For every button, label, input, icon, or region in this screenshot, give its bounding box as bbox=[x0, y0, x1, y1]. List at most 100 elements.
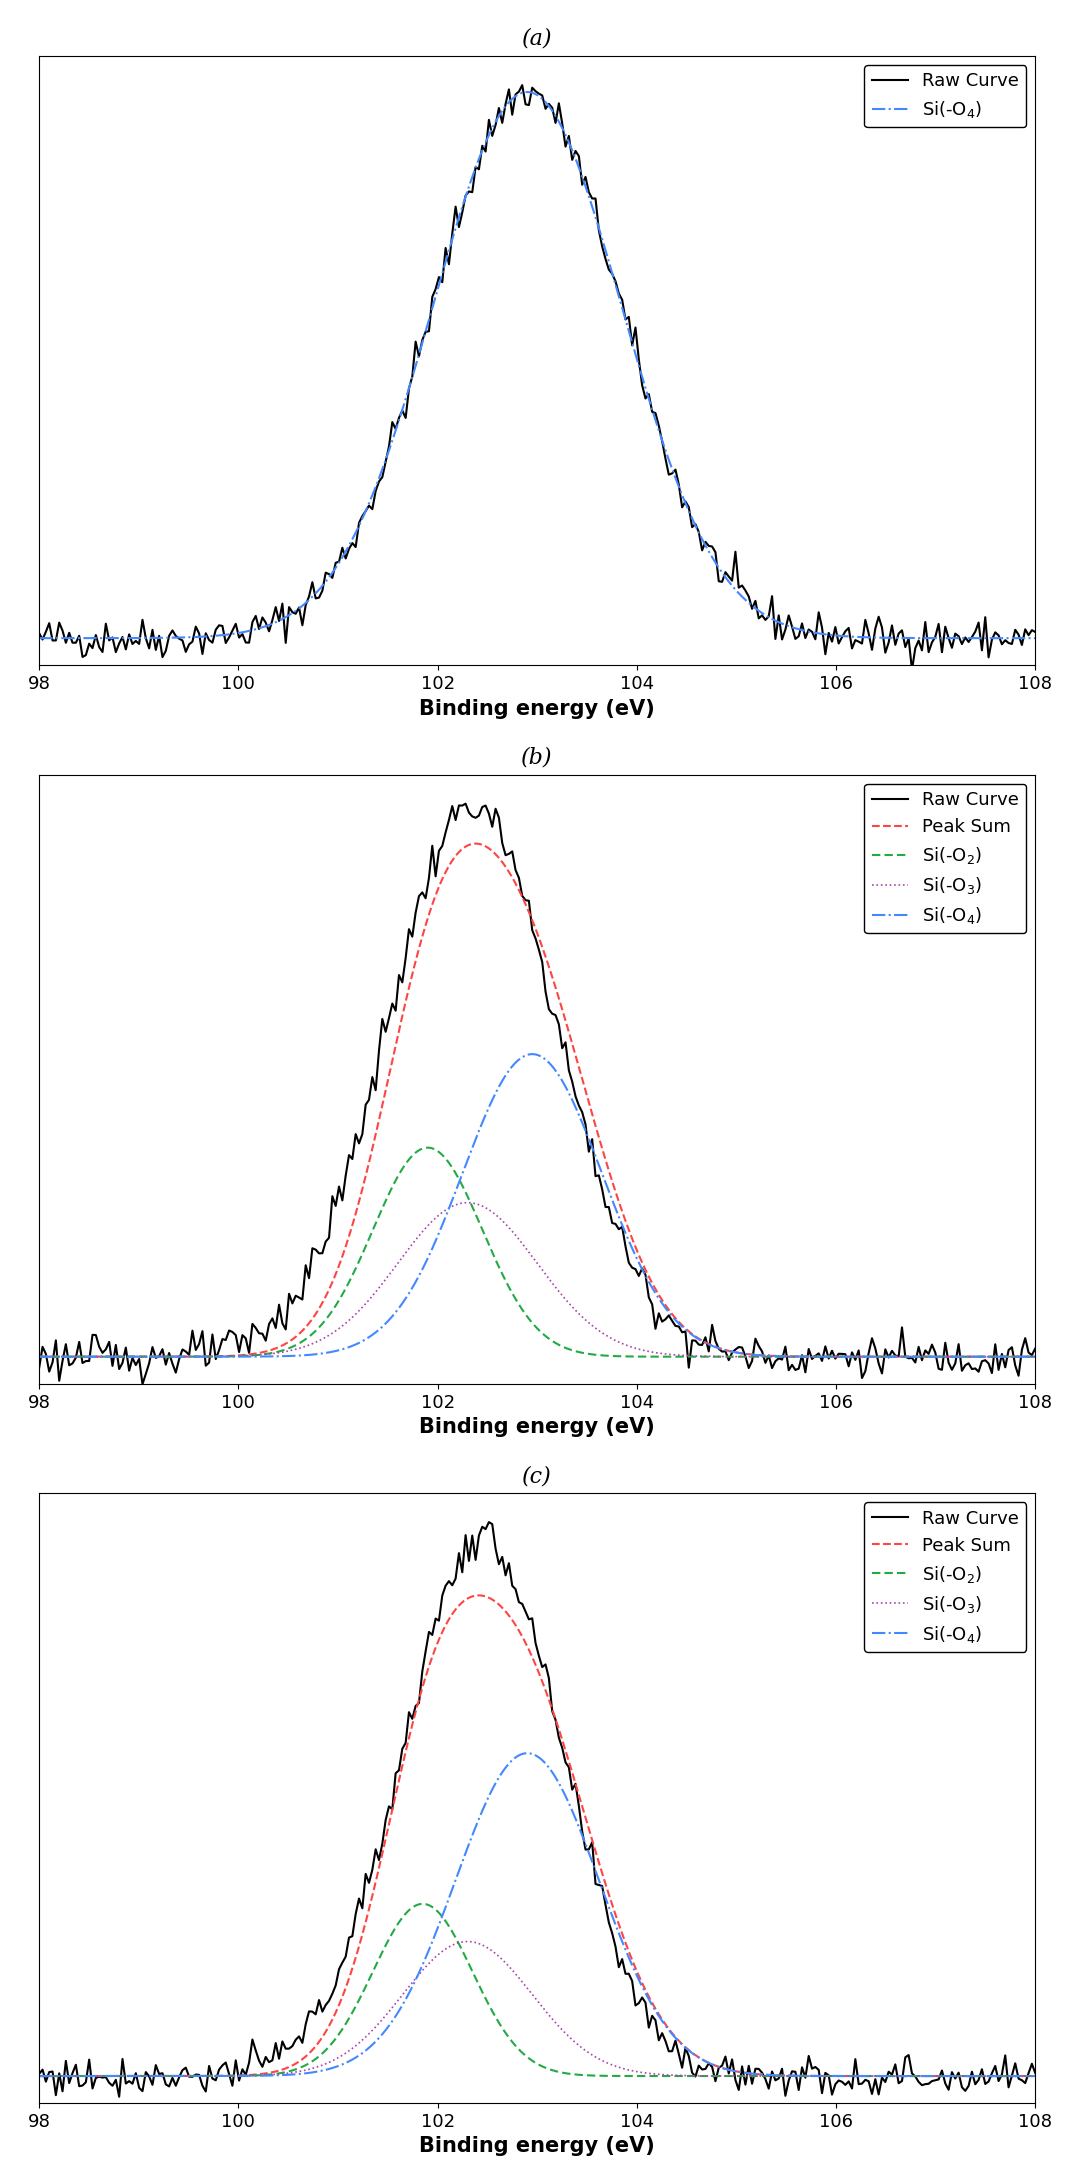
Raw Curve bbox=[629, 1256, 642, 1282]
Line: Si(-O$_4$): Si(-O$_4$) bbox=[39, 1055, 1036, 1356]
Si(-O$_4$) bbox=[522, 1741, 535, 1767]
Line: Si(-O$_4$): Si(-O$_4$) bbox=[39, 1754, 1036, 2077]
Si(-O$_4$) bbox=[828, 1343, 841, 1369]
Si(-O$_2$) bbox=[718, 2064, 731, 2090]
Raw Curve bbox=[876, 614, 889, 640]
Raw Curve bbox=[942, 625, 955, 651]
Raw Curve bbox=[36, 627, 49, 653]
Raw Curve bbox=[629, 314, 642, 341]
Legend: Raw Curve, Si(-O$_4$): Raw Curve, Si(-O$_4$) bbox=[864, 66, 1026, 127]
Si(-O$_2$) bbox=[718, 1343, 731, 1369]
Raw Curve bbox=[136, 1372, 149, 1398]
Raw Curve bbox=[32, 2062, 45, 2088]
Si(-O$_4$) bbox=[810, 1343, 823, 1369]
Si(-O$_2$) bbox=[828, 1343, 841, 1369]
Raw Curve bbox=[879, 2068, 892, 2094]
Si(-O$_4$) bbox=[810, 2064, 823, 2090]
Raw Curve bbox=[629, 1992, 642, 2018]
Si(-O$_2$) bbox=[134, 1343, 147, 1369]
Si(-O$_3$) bbox=[1029, 2064, 1042, 2090]
Si(-O$_4$) bbox=[718, 2055, 731, 2081]
Si(-O$_2$) bbox=[1029, 2064, 1042, 2090]
Si(-O$_4$) bbox=[471, 149, 484, 175]
Peak Sum bbox=[1029, 1343, 1042, 1369]
Peak Sum bbox=[134, 2064, 147, 2090]
Raw Curve bbox=[942, 2077, 955, 2103]
Si(-O$_3$) bbox=[472, 1192, 485, 1219]
Si(-O$_4$) bbox=[134, 1343, 147, 1369]
Si(-O$_3$) bbox=[828, 2064, 841, 2090]
Raw Curve bbox=[632, 1990, 645, 2016]
Raw Curve bbox=[879, 1337, 892, 1363]
Raw Curve bbox=[36, 1334, 49, 1361]
Raw Curve bbox=[1029, 2060, 1042, 2086]
Peak Sum bbox=[471, 1581, 484, 1607]
Peak Sum bbox=[472, 830, 485, 856]
Peak Sum bbox=[828, 2064, 841, 2090]
Si(-O$_3$) bbox=[472, 1931, 485, 1957]
Line: Peak Sum: Peak Sum bbox=[39, 843, 1036, 1356]
Si(-O$_2$) bbox=[810, 2064, 823, 2090]
Si(-O$_2$) bbox=[810, 1343, 823, 1369]
Title: (c): (c) bbox=[523, 1465, 552, 1487]
Si(-O$_4$) bbox=[718, 1337, 731, 1363]
Peak Sum bbox=[810, 1343, 823, 1369]
Peak Sum bbox=[435, 1621, 448, 1647]
Si(-O$_4$) bbox=[32, 625, 45, 651]
Si(-O$_2$) bbox=[134, 2064, 147, 2090]
Si(-O$_3$) bbox=[718, 1343, 731, 1369]
Si(-O$_2$) bbox=[421, 1133, 434, 1160]
Si(-O$_4$) bbox=[526, 1042, 539, 1068]
Title: (a): (a) bbox=[522, 28, 553, 50]
Raw Curve bbox=[459, 791, 472, 817]
Si(-O$_2$) bbox=[472, 1972, 485, 1998]
Peak Sum bbox=[1029, 2064, 1042, 2090]
Raw Curve bbox=[516, 72, 529, 98]
Si(-O$_3$) bbox=[435, 1939, 448, 1966]
Peak Sum bbox=[470, 830, 483, 856]
Line: Raw Curve: Raw Curve bbox=[39, 804, 1036, 1385]
Si(-O$_4$) bbox=[32, 1343, 45, 1369]
Si(-O$_3$) bbox=[461, 1190, 474, 1216]
Si(-O$_2$) bbox=[32, 1343, 45, 1369]
Si(-O$_3$) bbox=[718, 2064, 731, 2090]
Si(-O$_4$) bbox=[1029, 2064, 1042, 2090]
Si(-O$_4$) bbox=[134, 625, 147, 651]
Peak Sum bbox=[435, 867, 448, 893]
Peak Sum bbox=[134, 1343, 147, 1369]
Raw Curve bbox=[1029, 1334, 1042, 1361]
Si(-O$_2$) bbox=[1029, 1343, 1042, 1369]
Si(-O$_4$) bbox=[828, 2064, 841, 2090]
Si(-O$_4$) bbox=[471, 1808, 484, 1835]
Line: Raw Curve: Raw Curve bbox=[39, 1522, 1036, 2097]
Raw Curve bbox=[905, 657, 918, 684]
Line: Si(-O$_3$): Si(-O$_3$) bbox=[39, 1203, 1036, 1356]
X-axis label: Binding energy (eV): Binding energy (eV) bbox=[419, 1417, 656, 1437]
Si(-O$_2$) bbox=[436, 1904, 449, 1931]
Raw Curve bbox=[649, 2007, 662, 2033]
Line: Raw Curve: Raw Curve bbox=[39, 85, 1036, 670]
Raw Curve bbox=[112, 2084, 125, 2110]
Line: Peak Sum: Peak Sum bbox=[39, 1594, 1036, 2077]
Si(-O$_4$) bbox=[435, 1904, 448, 1931]
Si(-O$_3$) bbox=[1029, 1343, 1042, 1369]
Si(-O$_4$) bbox=[435, 1212, 448, 1238]
Si(-O$_4$) bbox=[32, 2064, 45, 2090]
Si(-O$_4$) bbox=[828, 622, 841, 649]
Raw Curve bbox=[32, 620, 45, 646]
Line: Si(-O$_4$): Si(-O$_4$) bbox=[39, 92, 1036, 638]
Legend: Raw Curve, Peak Sum, Si(-O$_2$), Si(-O$_3$), Si(-O$_4$): Raw Curve, Peak Sum, Si(-O$_2$), Si(-O$_… bbox=[864, 1503, 1026, 1651]
Si(-O$_4$) bbox=[522, 79, 535, 105]
Peak Sum bbox=[32, 2064, 45, 2090]
Si(-O$_2$) bbox=[32, 2064, 45, 2090]
Si(-O$_2$) bbox=[828, 2064, 841, 2090]
Raw Curve bbox=[649, 1315, 662, 1341]
Peak Sum bbox=[828, 1343, 841, 1369]
Raw Curve bbox=[32, 1354, 45, 1380]
Si(-O$_3$) bbox=[134, 2064, 147, 2090]
Raw Curve bbox=[1029, 618, 1042, 644]
Raw Curve bbox=[646, 400, 659, 426]
Si(-O$_3$) bbox=[32, 1343, 45, 1369]
Si(-O$_4$) bbox=[718, 563, 731, 590]
Line: Si(-O$_2$): Si(-O$_2$) bbox=[39, 1904, 1036, 2077]
